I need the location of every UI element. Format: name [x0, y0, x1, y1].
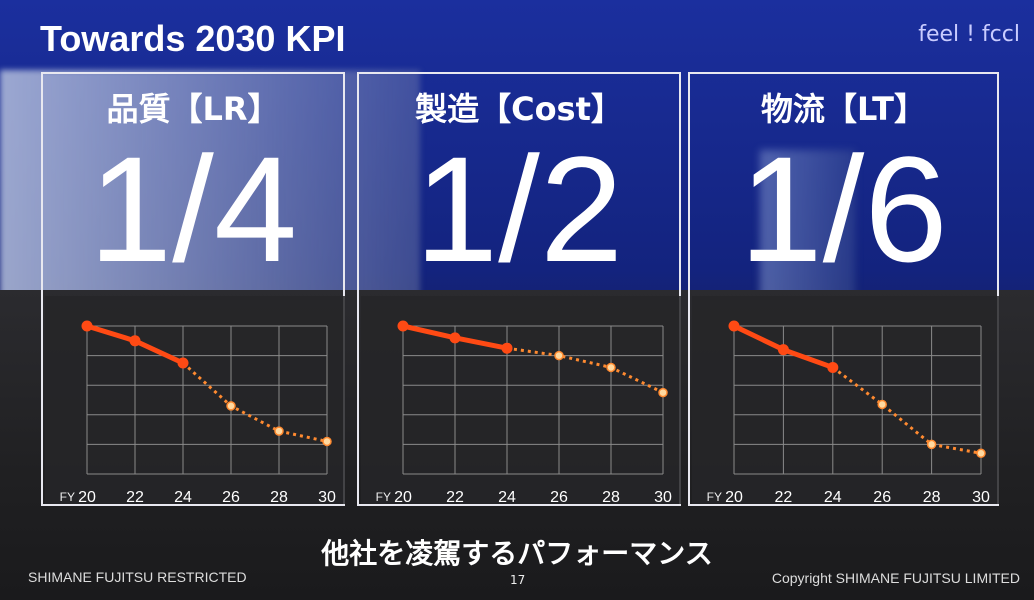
series-line-target: [182, 361, 328, 443]
x-tick-label: 26: [873, 489, 891, 506]
data-point: [177, 357, 189, 369]
data-point: [81, 320, 93, 332]
brand-logo: feel ! fccl: [918, 22, 1020, 47]
series-line-target: [506, 346, 664, 394]
x-tick-label: 20: [725, 489, 743, 506]
data-point: [554, 350, 564, 361]
series-line-target: [831, 366, 982, 455]
x-tick-label: 28: [923, 489, 941, 506]
x-tick-label: 22: [446, 489, 464, 506]
x-axis-prefix: FY: [376, 490, 391, 504]
kpi-panel-logistics: 物流【LT】 1/6 FY 20 22 24 26 28 30: [688, 72, 999, 506]
slide-tagline: 他社を凌駕するパフォーマンス: [321, 537, 713, 570]
slide-title: Towards 2030 KPI: [40, 18, 346, 59]
footer-classification: SHIMANE FUJITSU RESTRICTED: [28, 569, 247, 585]
x-tick-label: 30: [654, 489, 672, 506]
line-chart: FY 20 22 24 26 28 30: [692, 296, 999, 506]
x-tick-label: 22: [775, 489, 793, 506]
x-tick-label: 28: [270, 489, 288, 506]
line-chart: FY 20 22 24 26 28 30: [45, 296, 345, 506]
background-building: [0, 70, 420, 330]
x-axis-prefix: FY: [707, 490, 722, 504]
x-tick-label: 22: [126, 489, 144, 506]
x-tick-label: 30: [318, 489, 336, 506]
line-chart: FY 20 22 24 26 28 30: [361, 296, 681, 506]
panel-ratio: 1/6: [739, 125, 948, 293]
data-point: [449, 332, 461, 344]
x-tick-label: 26: [222, 489, 240, 506]
x-tick-label: 24: [498, 489, 516, 506]
x-tick-label: 20: [78, 489, 96, 506]
data-point: [606, 362, 616, 373]
data-point: [322, 436, 332, 447]
data-point: [226, 401, 236, 411]
x-tick-label: 30: [972, 489, 990, 506]
kpi-panel-manufacturing: 製造【Cost】 1/2 FY 20 22 24 26 28 30: [357, 72, 681, 506]
data-point: [877, 399, 887, 410]
panel-title: 製造【Cost】: [415, 90, 623, 128]
x-tick-label: 24: [174, 489, 192, 506]
x-axis-prefix: FY: [60, 490, 75, 504]
kpi-panel-quality: 品質【LR】 1/4 FY 20 22 24 26 28 30: [41, 72, 345, 506]
panel-title: 物流【LT】: [761, 90, 926, 128]
data-point: [397, 320, 409, 332]
footer-copyright: Copyright SHIMANE FUJITSU LIMITED: [771, 570, 1020, 586]
data-point: [827, 361, 839, 373]
panel-ratio: 1/4: [88, 125, 298, 293]
data-point: [129, 335, 141, 347]
data-point: [976, 448, 986, 459]
data-point: [501, 342, 513, 354]
data-point: [926, 439, 937, 450]
panel-title: 品質【LR】: [106, 90, 280, 128]
data-point: [274, 426, 284, 436]
data-point: [658, 387, 668, 398]
x-tick-label: 20: [394, 489, 412, 506]
x-tick-label: 24: [824, 489, 842, 506]
panel-ratio: 1/2: [414, 125, 624, 293]
x-tick-label: 28: [602, 489, 620, 506]
data-point: [777, 344, 789, 356]
x-tick-label: 26: [550, 489, 568, 506]
data-point: [728, 320, 740, 332]
page-number: 17: [510, 573, 526, 587]
